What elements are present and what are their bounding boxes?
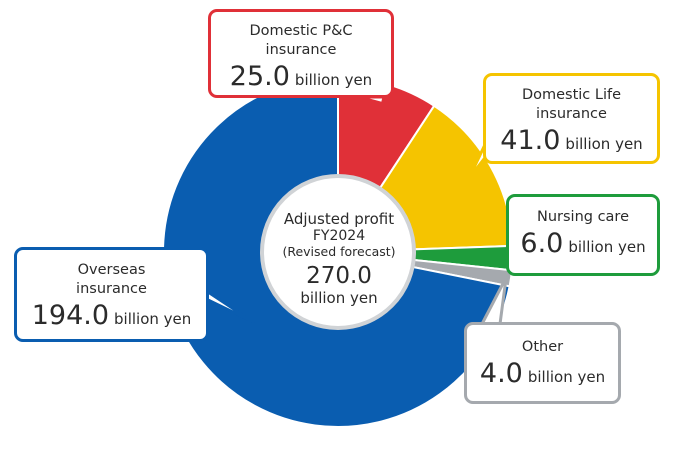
center-title: Adjusted profit: [283, 210, 395, 228]
center-year: FY2024: [312, 228, 366, 244]
center-total: 270.0: [306, 263, 372, 289]
callout-label: Nursing care: [536, 209, 629, 225]
callout-value: 194.0: [31, 300, 110, 331]
callout-overseas: Overseas insurance 194.0 billion yen: [14, 247, 209, 342]
callout-domestic-pc: Domestic P&C insurance 25.0 billion yen: [208, 9, 394, 98]
donut-hole: [260, 174, 416, 330]
callout-domestic-life: Domestic Life insurance 41.0 billion yen: [483, 73, 660, 164]
callout-unit: billion yen: [527, 368, 606, 386]
callout-value: 4.0: [479, 358, 523, 389]
callout-label: Other: [521, 339, 564, 355]
center-label: Adjusted profit FY2024 (Revised forecast…: [263, 210, 415, 307]
callout-unit: billion yen: [114, 310, 192, 328]
callout-unit: billion yen: [565, 135, 643, 153]
callout-unit: billion yen: [294, 71, 373, 89]
callout-value: 41.0: [500, 125, 561, 156]
callout-label: Domestic P&C insurance: [249, 23, 353, 58]
callout-label: Overseas insurance: [76, 262, 147, 297]
callout-unit: billion yen: [568, 238, 646, 256]
callout-value: 25.0: [229, 61, 290, 92]
callout-other: Other 4.0 billion yen: [464, 322, 621, 404]
callout-value: 6.0: [520, 228, 564, 259]
callout-label: Domestic Life insurance: [521, 87, 622, 122]
center-unit: billion yen: [300, 289, 378, 307]
center-note: (Revised forecast): [282, 244, 396, 259]
callout-nursing-care: Nursing care 6.0 billion yen: [506, 194, 660, 276]
